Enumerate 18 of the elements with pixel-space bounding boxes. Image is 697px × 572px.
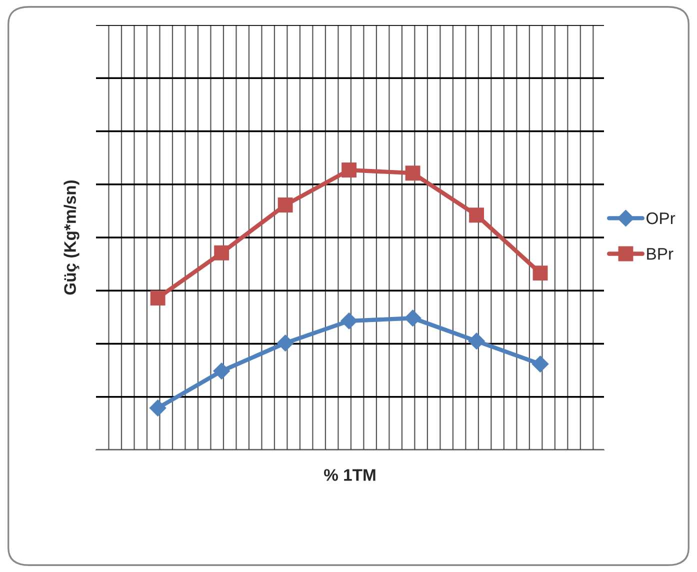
y-axis-title: Güç (Kg*m/sn) <box>64 180 80 295</box>
point <box>404 310 422 327</box>
point <box>532 356 549 372</box>
point <box>213 362 230 380</box>
point <box>276 334 294 352</box>
point <box>278 198 293 212</box>
point <box>405 166 420 181</box>
legend-label: OPr <box>646 212 676 224</box>
point <box>532 266 548 281</box>
point <box>342 162 357 178</box>
point <box>340 312 358 330</box>
point <box>150 290 166 306</box>
legend-label: BPr <box>647 248 674 260</box>
point <box>468 332 485 350</box>
x-axis-title: % 1TM <box>324 469 376 481</box>
point <box>149 400 166 416</box>
point <box>469 208 484 223</box>
point <box>214 245 230 260</box>
